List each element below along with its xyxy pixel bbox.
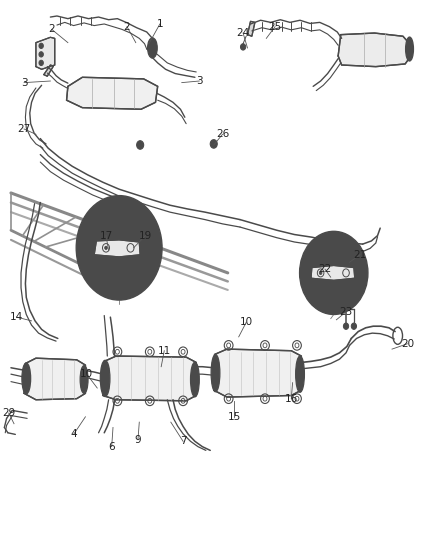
Polygon shape	[214, 349, 301, 397]
Ellipse shape	[406, 37, 413, 61]
Text: 29: 29	[2, 408, 15, 418]
Circle shape	[300, 231, 368, 314]
Text: 24: 24	[237, 28, 250, 38]
Ellipse shape	[137, 141, 144, 149]
Ellipse shape	[39, 60, 43, 66]
Text: 10: 10	[80, 369, 93, 379]
Circle shape	[76, 196, 162, 300]
Polygon shape	[94, 240, 140, 257]
Text: 1: 1	[156, 19, 163, 29]
Ellipse shape	[150, 43, 155, 53]
Text: 14: 14	[10, 312, 23, 322]
Text: 16: 16	[285, 394, 298, 403]
Polygon shape	[311, 265, 355, 280]
Text: 15: 15	[228, 412, 241, 422]
Ellipse shape	[105, 246, 107, 249]
Polygon shape	[103, 356, 196, 401]
Ellipse shape	[343, 323, 349, 329]
Ellipse shape	[148, 38, 157, 58]
Text: 6: 6	[108, 442, 115, 451]
Text: 10: 10	[240, 318, 253, 327]
Ellipse shape	[240, 44, 246, 50]
Polygon shape	[36, 37, 55, 69]
Text: 11: 11	[158, 346, 171, 356]
Ellipse shape	[39, 43, 43, 49]
Ellipse shape	[296, 356, 304, 392]
Ellipse shape	[319, 271, 322, 274]
Polygon shape	[247, 21, 255, 36]
Text: 2: 2	[124, 22, 131, 31]
Text: 3: 3	[21, 78, 28, 87]
Text: 23: 23	[339, 307, 353, 317]
Text: 9: 9	[134, 435, 141, 445]
Text: 3: 3	[196, 76, 203, 86]
Text: 25: 25	[268, 22, 282, 31]
Polygon shape	[338, 33, 411, 67]
Text: 7: 7	[180, 437, 187, 446]
Polygon shape	[44, 65, 53, 76]
Text: 4: 4	[70, 430, 77, 439]
Ellipse shape	[351, 323, 357, 329]
Text: 22: 22	[318, 264, 332, 274]
Text: 27: 27	[18, 124, 31, 134]
Polygon shape	[24, 358, 85, 400]
Text: 2: 2	[48, 25, 55, 34]
Ellipse shape	[39, 52, 43, 57]
Text: 20: 20	[401, 339, 414, 349]
Ellipse shape	[22, 363, 31, 394]
Polygon shape	[67, 77, 158, 109]
Text: 21: 21	[353, 250, 367, 260]
Ellipse shape	[211, 354, 220, 392]
Text: 26: 26	[216, 130, 229, 139]
Ellipse shape	[210, 140, 217, 148]
Ellipse shape	[191, 362, 199, 397]
Ellipse shape	[80, 366, 88, 393]
Ellipse shape	[100, 360, 110, 397]
Text: 19: 19	[139, 231, 152, 240]
Text: 17: 17	[99, 231, 113, 240]
